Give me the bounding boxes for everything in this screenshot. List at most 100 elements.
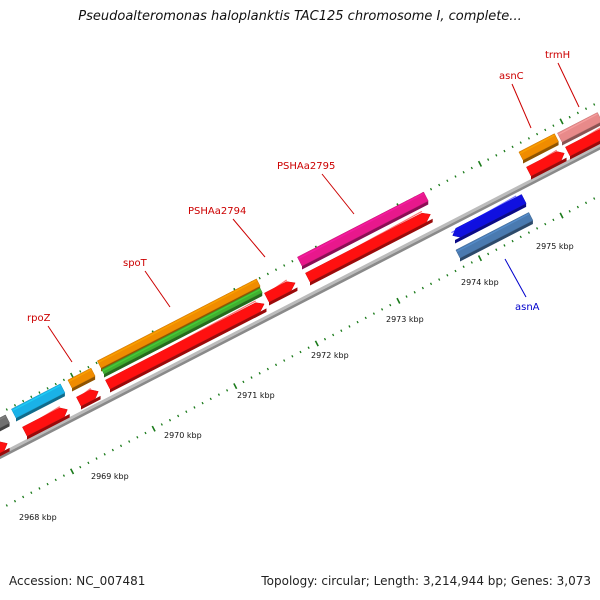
upper-tick [79, 370, 82, 373]
lower-tick [209, 397, 212, 401]
lower-tick [323, 337, 327, 341]
lower-tick [487, 252, 490, 256]
genome-summary-text: Topology: circular; Length: 3,214,944 bp… [261, 574, 591, 588]
gene-label: PSHAa2795 [277, 161, 335, 172]
lower-tick [438, 278, 441, 281]
lower-tick [193, 406, 196, 409]
pshaa2795-gene-feature [297, 191, 429, 270]
upper-tick [95, 361, 98, 365]
gene-label: rpoZ [27, 313, 51, 324]
cds-pshaa2795-feature [305, 210, 433, 286]
upper-tick [5, 408, 8, 411]
cds-asnc-feature [526, 149, 567, 180]
asna-blue-gene-side [455, 203, 527, 244]
upper-tick [519, 141, 522, 144]
lower-tick [274, 363, 278, 367]
cds-cyan-feature [22, 406, 70, 440]
lower-tick [217, 393, 221, 396]
trmh-gene-feature [557, 112, 600, 146]
cds-rpoz-face [76, 389, 99, 407]
upper-tick [429, 187, 433, 191]
upper-tick [266, 272, 269, 276]
lower-tick [5, 504, 8, 507]
lower-tick [291, 354, 294, 358]
asna-steel-gene-feature [455, 212, 534, 262]
cds-rpoz-side [81, 395, 101, 410]
upper-tick [462, 170, 465, 174]
lower-tick [87, 461, 90, 465]
gene-label-leader [47, 325, 73, 363]
chromosome-backbone [0, 143, 600, 460]
cds-rpoz-feature [76, 388, 101, 410]
cds-cyan-face [22, 407, 68, 437]
ruler-label: 2974 kbp [461, 278, 499, 287]
cds-pshaa2795-face [305, 212, 431, 283]
lower-tick [79, 465, 82, 469]
lower-tick [356, 320, 359, 324]
upper-tick [584, 107, 588, 110]
cyan-gene-side [16, 392, 65, 422]
lower-tick [519, 235, 522, 239]
lower-tick [13, 499, 17, 503]
cds-trmh-feature [565, 127, 600, 160]
lower-tick [421, 286, 424, 290]
lower-tick [54, 478, 57, 482]
cds-cyan-highlight [23, 406, 61, 430]
upper-tick [552, 124, 555, 127]
lower-tick [477, 255, 483, 262]
gray-gene-side [0, 422, 10, 432]
lower-tick [22, 495, 25, 499]
backbone-shadow [0, 146, 600, 460]
cds-pshaa2794-side [269, 287, 298, 306]
lower-tick [454, 269, 457, 273]
upper-tick [438, 183, 441, 187]
lower-tick [568, 210, 571, 213]
lower-tick [503, 244, 506, 247]
lower-tick [340, 329, 343, 332]
gene-label-layer: rpoZ spoT PSHAa2794 PSHAa2795 asnC trmH asnA [27, 50, 580, 363]
lower-tick [168, 418, 172, 422]
upper-tick [291, 259, 294, 263]
spot-green-gene-side [104, 292, 263, 378]
lower-tick [185, 410, 188, 413]
cyan-gene-highlight [12, 384, 61, 412]
cds-pshaa2794-highlight [265, 279, 287, 296]
spot-gene-face [96, 278, 261, 369]
asna-blue-gene-highlight [451, 195, 517, 234]
lower-tick [462, 265, 465, 269]
cds-asnc-face [526, 151, 565, 177]
lower-tick [372, 312, 376, 315]
cds-pshaa2795-side [310, 218, 433, 286]
cds-trmh-face [565, 129, 600, 157]
upper-tick [30, 395, 33, 399]
asnc-gene-highlight [519, 134, 555, 155]
gene-label-leader [557, 62, 580, 108]
backbone-line [0, 143, 600, 459]
cds-rpoz-highlight [77, 388, 92, 400]
cds-spot-face [105, 302, 265, 390]
upper-tick [13, 404, 17, 407]
accession-text: Accession: NC_007481 [9, 574, 146, 588]
pshaa2795-gene-face [297, 191, 429, 267]
lower-tick [258, 372, 261, 375]
spot-green-gene-feature [101, 287, 263, 378]
lower-tick [38, 487, 41, 490]
cds-spot-side [110, 308, 267, 393]
upper-tick [576, 111, 579, 115]
gene-label-leader [144, 270, 171, 308]
lower-tick [576, 205, 579, 209]
upper-tick [38, 391, 41, 394]
lower-tick [283, 359, 286, 362]
lower-tick [593, 197, 596, 200]
lower-tick [233, 383, 238, 390]
asna-steel-gene-highlight [456, 213, 530, 253]
lower-tick [128, 440, 131, 443]
cds-asnc-highlight [527, 149, 557, 170]
lower-tick [446, 273, 449, 277]
lower-tick [30, 491, 33, 494]
upper-tick [54, 382, 57, 386]
upper-tick [470, 166, 473, 170]
lower-tick [160, 423, 163, 426]
cyan-gene-feature [11, 383, 66, 422]
lower-tick [413, 291, 416, 294]
